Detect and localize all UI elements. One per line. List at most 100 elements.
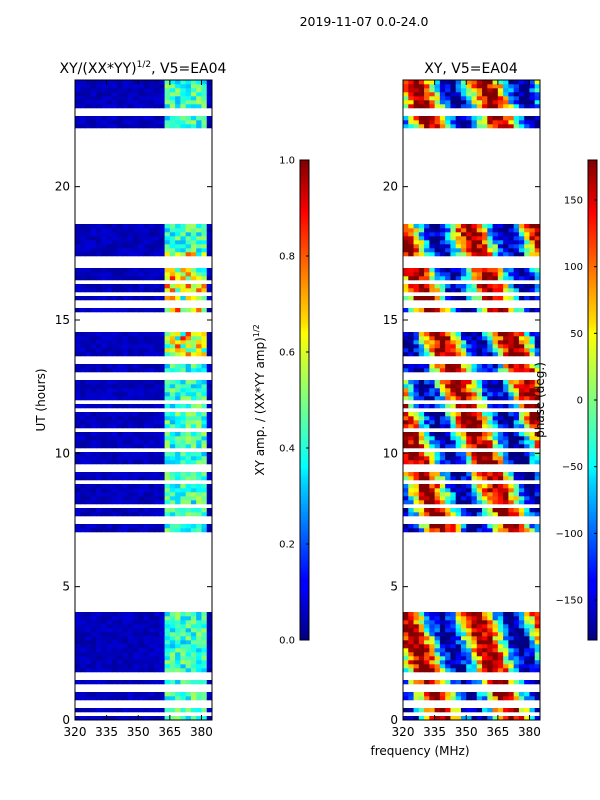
amplitude-cell bbox=[143, 648, 150, 653]
phase-cell bbox=[429, 476, 436, 481]
phase-cell bbox=[403, 620, 409, 625]
amplitude-cell bbox=[75, 612, 81, 617]
amplitude-cell bbox=[122, 716, 129, 721]
phase-cell bbox=[518, 92, 525, 97]
amplitude-cell bbox=[132, 524, 139, 529]
phase-cell bbox=[482, 512, 488, 517]
phase-cell bbox=[455, 616, 462, 621]
phase-cell bbox=[524, 664, 530, 669]
amplitude-cell bbox=[106, 84, 113, 89]
phase-cell bbox=[476, 272, 483, 277]
amplitude-cell bbox=[196, 496, 202, 501]
phase-cell bbox=[403, 624, 409, 629]
phase-cell bbox=[476, 92, 483, 97]
amplitude-cell bbox=[159, 236, 165, 241]
amplitude-cell bbox=[164, 496, 171, 501]
amplitude-cell bbox=[138, 456, 144, 461]
amplitude-cell bbox=[196, 392, 202, 397]
phase-cell bbox=[492, 528, 499, 533]
phase-cell bbox=[497, 364, 504, 369]
phase-cell bbox=[524, 500, 530, 505]
phase-cell bbox=[508, 708, 515, 713]
amplitude-cell bbox=[127, 344, 134, 349]
amplitude-cell bbox=[206, 484, 213, 489]
amplitude-cell bbox=[190, 88, 197, 93]
amplitude-cell bbox=[138, 424, 144, 429]
amplitude-cell bbox=[106, 444, 113, 449]
phase-cell bbox=[476, 528, 483, 533]
amplitude-cell bbox=[201, 440, 208, 445]
phase-cell bbox=[408, 416, 414, 421]
amplitude-cell bbox=[169, 276, 176, 281]
phase-cell bbox=[508, 412, 515, 417]
phase-cell bbox=[471, 708, 478, 713]
phase-cell bbox=[534, 352, 541, 357]
amplitude-cell bbox=[122, 352, 129, 357]
phase-cell bbox=[497, 420, 504, 425]
phase-cell bbox=[403, 644, 409, 649]
amplitude-cell bbox=[169, 364, 176, 369]
amplitude-cell bbox=[127, 660, 134, 665]
amplitude-cell bbox=[185, 80, 192, 85]
phase-cell bbox=[503, 612, 509, 617]
amplitude-cell bbox=[201, 352, 208, 357]
amplitude-cell bbox=[117, 392, 123, 397]
amplitude-cell bbox=[75, 332, 81, 337]
phase-cell bbox=[439, 656, 446, 661]
phase-cell bbox=[455, 664, 462, 669]
amplitude-cell bbox=[101, 440, 108, 445]
amplitude-cell bbox=[185, 476, 192, 481]
amplitude-cell bbox=[159, 656, 165, 661]
amplitude-cell bbox=[143, 636, 150, 641]
phase-cell bbox=[518, 644, 525, 649]
phase-cell bbox=[445, 224, 451, 229]
amplitude-cell bbox=[75, 620, 81, 625]
phase-cell bbox=[508, 84, 515, 89]
phase-cell bbox=[476, 444, 483, 449]
phase-cell bbox=[434, 104, 441, 109]
phase-cell bbox=[418, 528, 425, 533]
phase-cell bbox=[439, 276, 446, 281]
amplitude-cell bbox=[185, 680, 192, 685]
phase-cell bbox=[476, 284, 483, 289]
amplitude-cell bbox=[148, 500, 155, 505]
amplitude-cell bbox=[180, 100, 187, 105]
amplitude-cell bbox=[180, 632, 187, 637]
phase-cell bbox=[503, 364, 509, 369]
amplitude-cell bbox=[111, 80, 118, 85]
phase-cell bbox=[503, 296, 509, 301]
phase-cell bbox=[524, 336, 530, 341]
phase-cell bbox=[497, 272, 504, 277]
amplitude-cell bbox=[90, 308, 97, 313]
phase-cell bbox=[508, 380, 515, 385]
amplitude-cell bbox=[101, 692, 108, 697]
amplitude-cell bbox=[90, 332, 97, 337]
amplitude-cell bbox=[169, 496, 176, 501]
amplitude-cell bbox=[164, 396, 171, 401]
amplitude-cell bbox=[96, 412, 102, 417]
phase-cell bbox=[460, 708, 467, 713]
amplitude-cell bbox=[164, 224, 171, 229]
amplitude-cell bbox=[154, 616, 160, 621]
phase-cell bbox=[513, 384, 520, 389]
amplitude-cell bbox=[132, 432, 139, 437]
phase-cell bbox=[445, 368, 451, 373]
phase-cell bbox=[471, 80, 478, 85]
phase-cell bbox=[476, 488, 483, 493]
phase-cell bbox=[429, 308, 436, 313]
phase-cell bbox=[534, 244, 541, 249]
phase-cell bbox=[424, 392, 430, 397]
phase-cell bbox=[508, 692, 515, 697]
amplitude-cell bbox=[90, 456, 97, 461]
amplitude-cell bbox=[190, 660, 197, 665]
phase-cell bbox=[492, 692, 499, 697]
phase-cell bbox=[482, 420, 488, 425]
amplitude-cell bbox=[169, 124, 176, 129]
phase-cell bbox=[518, 624, 525, 629]
amplitude-cell bbox=[143, 276, 150, 281]
phase-cell bbox=[482, 436, 488, 441]
phase-cell bbox=[482, 88, 488, 93]
phase-cell bbox=[445, 660, 451, 665]
phase-cell bbox=[429, 636, 436, 641]
